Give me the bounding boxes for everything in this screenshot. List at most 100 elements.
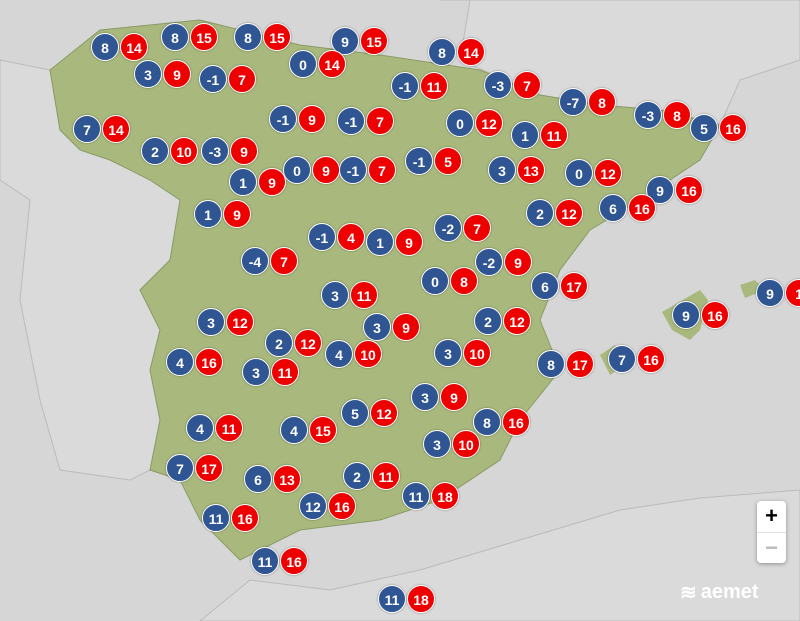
max-temp-marker[interactable]: 14 <box>102 115 130 143</box>
min-temp-marker[interactable]: -4 <box>241 247 269 275</box>
max-temp-marker[interactable]: 14 <box>318 50 346 78</box>
max-temp-marker[interactable]: 12 <box>226 308 254 336</box>
min-temp-marker[interactable]: 0 <box>283 156 311 184</box>
min-temp-marker[interactable]: -3 <box>634 101 662 129</box>
min-temp-marker[interactable]: 4 <box>186 414 214 442</box>
min-temp-marker[interactable]: 4 <box>166 348 194 376</box>
min-temp-marker[interactable]: 11 <box>251 547 279 575</box>
min-temp-marker[interactable]: -1 <box>391 72 419 100</box>
max-temp-marker[interactable]: 7 <box>513 71 541 99</box>
min-temp-marker[interactable]: 2 <box>343 462 371 490</box>
max-temp-marker[interactable]: 11 <box>540 121 568 149</box>
max-temp-marker[interactable]: 7 <box>228 65 256 93</box>
min-temp-marker[interactable]: 5 <box>341 399 369 427</box>
min-temp-marker[interactable]: 2 <box>474 307 502 335</box>
min-temp-marker[interactable]: 7 <box>608 345 636 373</box>
max-temp-marker[interactable]: 9 <box>440 383 468 411</box>
max-temp-marker[interactable]: 9 <box>392 313 420 341</box>
max-temp-marker[interactable]: 16 <box>280 547 308 575</box>
max-temp-marker[interactable]: 9 <box>223 200 251 228</box>
max-temp-marker[interactable]: 12 <box>594 159 622 187</box>
max-temp-marker[interactable]: 15 <box>263 23 291 51</box>
min-temp-marker[interactable]: 6 <box>244 465 272 493</box>
min-temp-marker[interactable]: 7 <box>166 454 194 482</box>
max-temp-marker[interactable]: 11 <box>420 72 448 100</box>
max-temp-marker[interactable]: 16 <box>701 301 729 329</box>
max-temp-marker[interactable]: 18 <box>407 585 435 613</box>
max-temp-marker[interactable]: 17 <box>195 454 223 482</box>
min-temp-marker[interactable]: 1 <box>194 200 222 228</box>
max-temp-marker[interactable]: 16 <box>502 408 530 436</box>
max-temp-marker[interactable]: 16 <box>328 492 356 520</box>
max-temp-marker[interactable]: 9 <box>230 137 258 165</box>
max-temp-marker[interactable]: 17 <box>566 350 594 378</box>
min-temp-marker[interactable]: 8 <box>473 408 501 436</box>
max-temp-marker[interactable]: 7 <box>463 214 491 242</box>
max-temp-marker[interactable]: 8 <box>663 101 691 129</box>
min-temp-marker[interactable]: 1 <box>511 121 539 149</box>
min-temp-marker[interactable]: 1 <box>366 228 394 256</box>
min-temp-marker[interactable]: 3 <box>242 358 270 386</box>
max-temp-marker[interactable]: 10 <box>463 339 491 367</box>
min-temp-marker[interactable]: 7 <box>73 115 101 143</box>
min-temp-marker[interactable]: 3 <box>434 339 462 367</box>
min-temp-marker[interactable]: 2 <box>141 137 169 165</box>
min-temp-marker[interactable]: 0 <box>446 109 474 137</box>
max-temp-marker[interactable]: 9 <box>163 60 191 88</box>
min-temp-marker[interactable]: -1 <box>199 65 227 93</box>
max-temp-marker[interactable]: 12 <box>294 329 322 357</box>
max-temp-marker[interactable]: 9 <box>395 228 423 256</box>
min-temp-marker[interactable]: 8 <box>234 23 262 51</box>
max-temp-marker[interactable]: 12 <box>475 109 503 137</box>
min-temp-marker[interactable]: 0 <box>565 159 593 187</box>
min-temp-marker[interactable]: -1 <box>405 147 433 175</box>
max-temp-marker[interactable]: 5 <box>434 147 462 175</box>
max-temp-marker[interactable]: 7 <box>366 107 394 135</box>
max-temp-marker[interactable]: 7 <box>270 247 298 275</box>
max-temp-marker[interactable]: 11 <box>271 358 299 386</box>
min-temp-marker[interactable]: -3 <box>201 137 229 165</box>
max-temp-marker[interactable]: 10 <box>170 137 198 165</box>
max-temp-marker[interactable]: 4 <box>337 223 365 251</box>
max-temp-marker[interactable]: 10 <box>452 430 480 458</box>
max-temp-marker[interactable]: 9 <box>312 156 340 184</box>
min-temp-marker[interactable]: -1 <box>339 156 367 184</box>
min-temp-marker[interactable]: -1 <box>308 223 336 251</box>
min-temp-marker[interactable]: -2 <box>475 248 503 276</box>
min-temp-marker[interactable]: 9 <box>672 301 700 329</box>
min-temp-marker[interactable]: 3 <box>134 60 162 88</box>
min-temp-marker[interactable]: 6 <box>599 194 627 222</box>
max-temp-marker[interactable]: 14 <box>457 38 485 66</box>
max-temp-marker[interactable]: 12 <box>555 199 583 227</box>
zoom-out-button[interactable]: − <box>757 532 786 564</box>
max-temp-marker[interactable]: 8 <box>588 88 616 116</box>
min-temp-marker[interactable]: -3 <box>484 71 512 99</box>
min-temp-marker[interactable]: -7 <box>559 88 587 116</box>
max-temp-marker[interactable]: 9 <box>504 248 532 276</box>
max-temp-marker[interactable]: 15 <box>360 27 388 55</box>
min-temp-marker[interactable]: 3 <box>423 430 451 458</box>
max-temp-marker[interactable]: 10 <box>354 340 382 368</box>
min-temp-marker[interactable]: 2 <box>265 329 293 357</box>
min-temp-marker[interactable]: 11 <box>202 504 230 532</box>
min-temp-marker[interactable]: 8 <box>161 23 189 51</box>
max-temp-marker[interactable]: 9 <box>258 168 286 196</box>
max-temp-marker[interactable]: 16 <box>195 348 223 376</box>
min-temp-marker[interactable]: 8 <box>91 33 119 61</box>
max-temp-marker[interactable]: 13 <box>517 156 545 184</box>
min-temp-marker[interactable]: 8 <box>537 350 565 378</box>
max-temp-marker[interactable]: 7 <box>368 156 396 184</box>
max-temp-marker[interactable]: 13 <box>273 465 301 493</box>
max-temp-marker[interactable]: 12 <box>503 307 531 335</box>
max-temp-marker[interactable]: 15 <box>190 23 218 51</box>
min-temp-marker[interactable]: 11 <box>378 585 406 613</box>
min-temp-marker[interactable]: 4 <box>325 340 353 368</box>
min-temp-marker[interactable]: 3 <box>197 308 225 336</box>
max-temp-marker[interactable]: 16 <box>628 194 656 222</box>
min-temp-marker[interactable]: 0 <box>289 50 317 78</box>
max-temp-marker[interactable]: 11 <box>215 414 243 442</box>
max-temp-marker[interactable]: 11 <box>350 281 378 309</box>
min-temp-marker[interactable]: 3 <box>321 281 349 309</box>
min-temp-marker[interactable]: 3 <box>411 383 439 411</box>
min-temp-marker[interactable]: -2 <box>434 214 462 242</box>
